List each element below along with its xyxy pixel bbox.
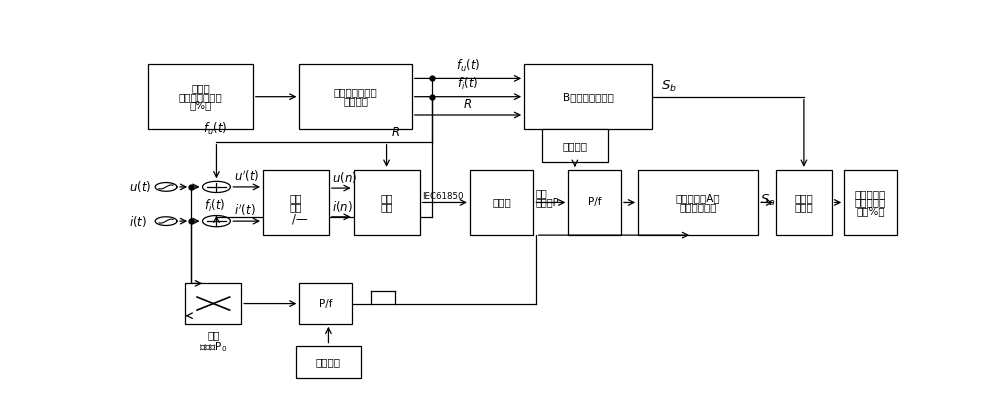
- Text: 际准确度等: 际准确度等: [855, 198, 886, 208]
- FancyBboxPatch shape: [263, 170, 329, 235]
- Text: 理论: 理论: [207, 330, 220, 341]
- Text: 截断: 截断: [380, 202, 393, 212]
- FancyBboxPatch shape: [776, 170, 832, 235]
- FancyBboxPatch shape: [524, 64, 652, 129]
- FancyBboxPatch shape: [299, 283, 352, 324]
- Text: $R$: $R$: [463, 98, 472, 111]
- Text: 同步: 同步: [290, 193, 302, 203]
- Text: $u(t)$: $u(t)$: [129, 179, 151, 194]
- Text: $S_b$: $S_b$: [661, 78, 677, 94]
- Text: 采样: 采样: [290, 202, 302, 212]
- Text: 被检表: 被检表: [191, 83, 210, 93]
- Text: 精度选择: 精度选择: [343, 96, 368, 106]
- Text: P/f: P/f: [319, 299, 332, 309]
- Text: $u(n)$: $u(n)$: [332, 170, 357, 185]
- Text: 被检表: 被检表: [492, 198, 511, 208]
- FancyBboxPatch shape: [299, 64, 412, 129]
- FancyBboxPatch shape: [568, 170, 621, 235]
- Text: 级（%）: 级（%）: [856, 206, 885, 216]
- Text: 期望准确度等级: 期望准确度等级: [179, 92, 222, 102]
- Text: $i(t)$: $i(t)$: [129, 214, 147, 229]
- Text: $i'(t)$: $i'(t)$: [234, 202, 255, 218]
- Text: 功率值P$_0$: 功率值P$_0$: [199, 340, 227, 354]
- Text: P/f: P/f: [588, 198, 601, 208]
- Text: 合成不: 合成不: [795, 193, 813, 203]
- Text: 不确定度估计: 不确定度估计: [679, 202, 717, 212]
- FancyBboxPatch shape: [185, 283, 241, 324]
- Text: 标准时钟: 标准时钟: [316, 357, 341, 367]
- Text: /—: /—: [292, 213, 308, 225]
- Text: $f_u(t)$: $f_u(t)$: [203, 121, 227, 137]
- Text: $i(n)$: $i(n)$: [332, 199, 353, 214]
- Text: $f_u(t)$: $f_u(t)$: [456, 58, 480, 74]
- Text: 数据: 数据: [380, 193, 393, 203]
- FancyBboxPatch shape: [542, 129, 608, 162]
- Text: 实测: 实测: [536, 188, 548, 198]
- Text: 标准时钟: 标准时钟: [562, 141, 587, 151]
- FancyBboxPatch shape: [354, 170, 420, 235]
- FancyBboxPatch shape: [638, 170, 758, 235]
- Text: $S_a$: $S_a$: [761, 194, 776, 208]
- Text: $u'(t)$: $u'(t)$: [234, 168, 259, 184]
- Text: 功率值P: 功率值P: [536, 197, 559, 207]
- Text: （%）: （%）: [189, 101, 212, 110]
- Text: $f_i(t)$: $f_i(t)$: [457, 76, 479, 93]
- FancyBboxPatch shape: [296, 345, 361, 378]
- Text: 确定度: 确定度: [795, 202, 813, 212]
- FancyBboxPatch shape: [844, 170, 897, 235]
- Text: $f_i(t)$: $f_i(t)$: [204, 198, 226, 214]
- Text: $R$: $R$: [391, 126, 400, 139]
- Text: 随机函数和数值: 随机函数和数值: [334, 87, 377, 97]
- FancyBboxPatch shape: [470, 170, 533, 235]
- Text: 电能比较和A类: 电能比较和A类: [676, 193, 720, 203]
- Text: IEC61850: IEC61850: [423, 192, 464, 201]
- FancyBboxPatch shape: [148, 64, 253, 129]
- Text: B类不确定度估计: B类不确定度估计: [563, 92, 614, 102]
- Text: 被检表的实: 被检表的实: [855, 189, 886, 199]
